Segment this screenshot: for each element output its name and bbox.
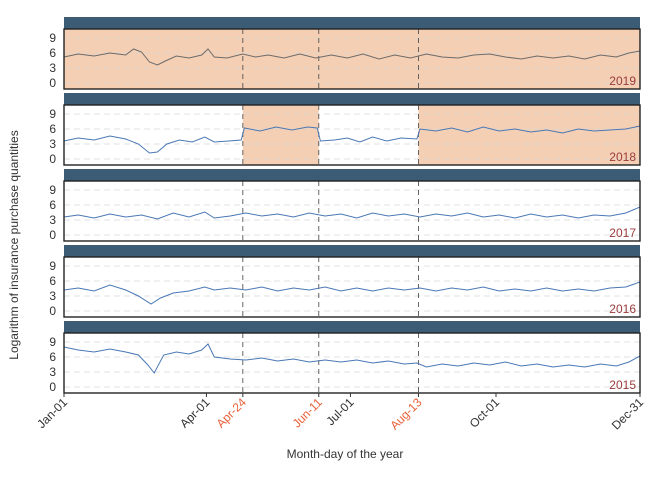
y-tick-label: 3 bbox=[49, 365, 56, 379]
series-line-2016 bbox=[63, 281, 641, 305]
y-tick-label: 6 bbox=[49, 274, 56, 288]
x-tick-label: Jan-01 bbox=[34, 395, 70, 431]
panel-strip bbox=[64, 169, 640, 181]
panel-background bbox=[64, 257, 640, 317]
x-tick-label: Apr-24 bbox=[214, 395, 250, 431]
series-line-2015 bbox=[63, 343, 641, 374]
x-tick-label: Aug-13 bbox=[387, 395, 424, 432]
panel-background bbox=[64, 333, 640, 393]
y-tick-label: 6 bbox=[49, 46, 56, 60]
y-tick-label: 9 bbox=[49, 335, 56, 349]
y-tick-label: 6 bbox=[49, 350, 56, 364]
y-tick-label: 3 bbox=[49, 213, 56, 227]
y-tick-label: 9 bbox=[49, 259, 56, 273]
panel-border bbox=[63, 28, 641, 90]
y-tick-label: 3 bbox=[49, 289, 56, 303]
y-tick-label: 6 bbox=[49, 198, 56, 212]
panel-border bbox=[63, 256, 641, 318]
y-tick-label: 0 bbox=[49, 228, 56, 242]
shaded-range bbox=[64, 29, 640, 89]
x-axis-label: Month-day of the year bbox=[287, 447, 404, 461]
shaded-range bbox=[242, 105, 319, 165]
y-tick-label: 9 bbox=[49, 31, 56, 45]
x-tick-label: Oct-01 bbox=[467, 395, 503, 431]
panel-border bbox=[63, 332, 641, 394]
year-label: 2017 bbox=[609, 226, 636, 240]
panel-strip bbox=[64, 321, 640, 333]
y-tick-label: 6 bbox=[49, 122, 56, 136]
panel-background bbox=[64, 181, 640, 241]
shaded-range bbox=[418, 105, 640, 165]
y-tick-label: 0 bbox=[49, 304, 56, 318]
year-label: 2018 bbox=[609, 150, 636, 164]
y-tick-label: 9 bbox=[49, 107, 56, 121]
y-tick-label: 3 bbox=[49, 61, 56, 75]
panel-border bbox=[63, 180, 641, 242]
series-line-2017 bbox=[63, 206, 641, 220]
panel-strip bbox=[64, 245, 640, 257]
panel-border bbox=[63, 104, 641, 166]
y-tick-label: 0 bbox=[49, 380, 56, 394]
panel-strip bbox=[64, 17, 640, 29]
year-label: 2015 bbox=[609, 378, 636, 392]
y-tick-label: 0 bbox=[49, 152, 56, 166]
x-tick-label: Dec-31 bbox=[609, 395, 646, 432]
year-label: 2016 bbox=[609, 302, 636, 316]
year-label: 2019 bbox=[609, 74, 636, 88]
y-tick-label: 9 bbox=[49, 183, 56, 197]
panel-strip bbox=[64, 93, 640, 105]
x-tick-label: Jul-01 bbox=[324, 395, 357, 428]
y-axis-label: Logarithm of insurance purchase quantiti… bbox=[7, 130, 21, 359]
series-line-2018 bbox=[63, 125, 641, 154]
x-tick-label: Apr-01 bbox=[177, 395, 213, 431]
y-tick-label: 3 bbox=[49, 137, 56, 151]
y-tick-label: 0 bbox=[49, 76, 56, 90]
x-tick-label: Jun-11 bbox=[290, 395, 325, 430]
series-line-2019 bbox=[63, 48, 641, 66]
